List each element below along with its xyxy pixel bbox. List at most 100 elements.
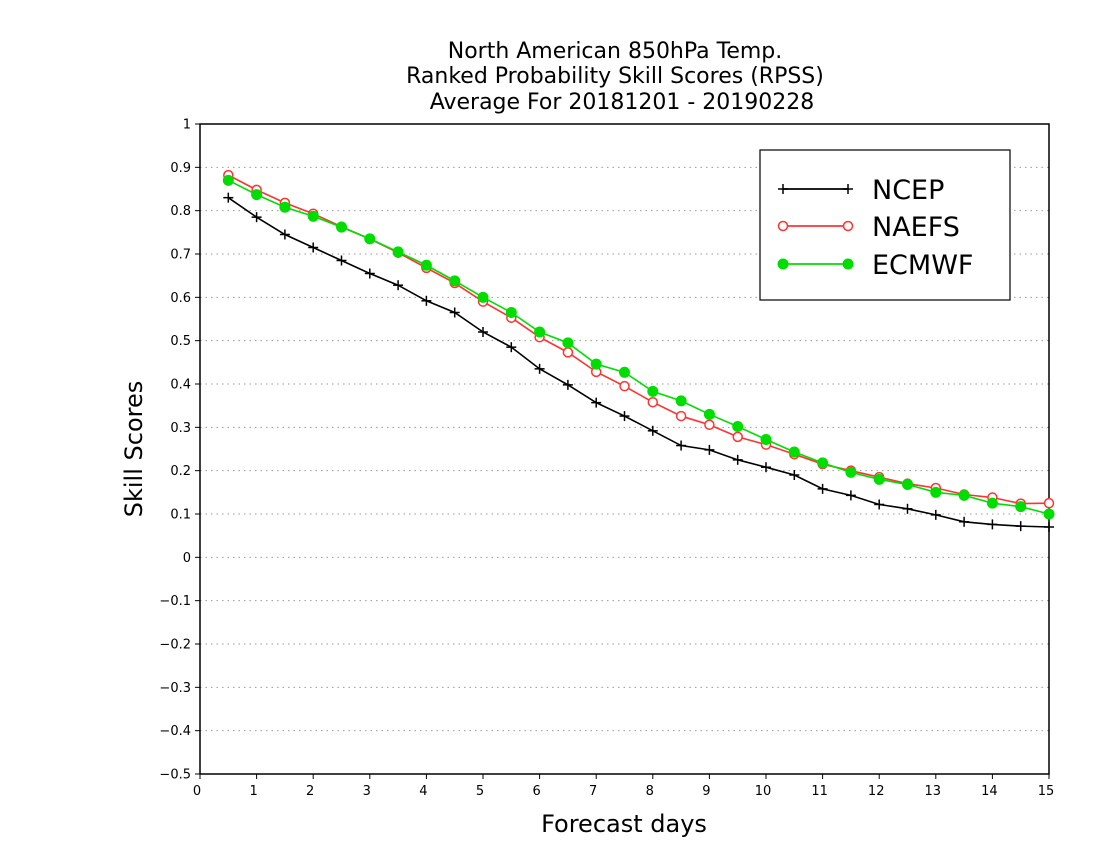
point-ecmwf	[902, 479, 913, 491]
y-tick-label: 0.1	[170, 508, 191, 523]
x-tick-label: 15	[1038, 784, 1055, 799]
y-axis-ticks: 1 0.9 0.8 0.7 0.6 0.5 0.4 0.3 0.2 0.1 0 −0.1 −0.2 −0.…	[159, 118, 200, 783]
point-ncep	[393, 280, 404, 291]
x-tick-label: 0	[193, 784, 201, 799]
point-ecmwf	[251, 189, 263, 201]
x-tick-label: 13	[925, 784, 942, 799]
point-ncep	[902, 503, 913, 514]
point-ecmwf	[675, 395, 687, 407]
point-ncep	[506, 342, 517, 353]
point-ecmwf	[958, 489, 970, 501]
point-ncep	[874, 499, 885, 510]
y-tick-label: 0.5	[170, 334, 191, 349]
y-tick-label: −0.1	[159, 594, 191, 609]
x-axis-ticks: 0 1 2 3 4 5 6 7 8 9 10 11 12 13 14 15	[193, 774, 1054, 799]
y-tick-label: −0.2	[159, 638, 191, 653]
point-ncep	[987, 519, 998, 530]
point-naefs	[704, 419, 715, 430]
point-ecmwf	[845, 466, 857, 478]
x-tick-label: 2	[306, 784, 314, 799]
point-ncep	[308, 242, 319, 253]
point-ecmwf	[279, 201, 291, 213]
point-naefs	[562, 347, 574, 358]
point-ncep	[562, 379, 573, 390]
point-ecmwf	[420, 259, 432, 271]
point-ecmwf	[873, 473, 885, 485]
point-ncep	[1015, 521, 1026, 532]
legend-label-ecmwf: ECMWF	[872, 250, 973, 281]
legend-item-naefs: NAEFS	[777, 212, 960, 243]
x-tick-label: 10	[755, 784, 772, 799]
plot-frame	[199, 123, 1050, 775]
point-naefs	[647, 396, 659, 408]
y-tick-label: −0.5	[159, 768, 191, 783]
point-ncep	[421, 295, 432, 306]
title-line-3: Average For 20181201 - 20190228	[430, 90, 815, 115]
point-ecmwf	[732, 420, 744, 432]
title-line-2: Ranked Probability Skill Scores (RPSS)	[406, 64, 824, 89]
point-ncep	[251, 212, 262, 223]
point-ncep	[817, 483, 828, 494]
point-ncep	[704, 444, 715, 455]
title-line-1: North American 850hPa Temp.	[448, 39, 783, 64]
point-ncep	[930, 509, 941, 520]
legend-box	[759, 149, 1011, 301]
x-tick-label: 7	[589, 784, 597, 799]
point-naefs	[732, 431, 743, 443]
point-ncep	[364, 268, 375, 279]
point-ecmwf	[222, 174, 234, 186]
legend-label-ncep: NCEP	[872, 175, 944, 206]
point-ncep	[959, 516, 970, 527]
point-ecmwf	[392, 246, 404, 258]
point-ecmwf	[788, 446, 800, 458]
point-ncep	[279, 229, 290, 240]
y-tick-label: 0.9	[170, 161, 191, 176]
point-ncep	[478, 327, 488, 337]
chart-title: North American 850hPa Temp. Ranked Proba…	[406, 39, 824, 115]
x-tick-label: 14	[981, 784, 998, 799]
point-ecmwf	[336, 221, 347, 233]
x-tick-label: 5	[476, 784, 484, 799]
point-ecmwf	[477, 291, 489, 303]
point-ecmwf	[647, 385, 659, 397]
point-ncep	[647, 425, 658, 436]
legend-marker-ecmwf	[777, 258, 789, 270]
point-ncep	[534, 363, 545, 374]
point-ncep	[761, 462, 771, 473]
point-naefs	[675, 410, 687, 422]
y-axis-label: Skill Scores	[120, 381, 148, 518]
x-tick-label: 11	[811, 784, 828, 799]
legend-marker-ncep	[778, 184, 788, 194]
y-tick-label: 1	[183, 118, 191, 133]
point-ecmwf	[1015, 501, 1027, 513]
series-line-ncep	[227, 197, 1050, 528]
y-tick-label: 0	[183, 551, 191, 566]
y-tick-label: 0.8	[170, 204, 191, 219]
point-ecmwf	[590, 358, 602, 370]
point-ecmwf	[619, 366, 630, 378]
y-tick-label: 0.3	[170, 421, 191, 436]
point-ncep	[732, 454, 743, 465]
x-tick-label: 1	[249, 784, 257, 799]
legend-label-naefs: NAEFS	[872, 212, 960, 243]
point-ecmwf	[449, 275, 461, 287]
legend-marker-naefs	[842, 220, 854, 232]
point-naefs	[1043, 497, 1055, 509]
point-ncep	[619, 411, 630, 422]
point-ncep	[1044, 522, 1054, 532]
point-ncep	[676, 440, 687, 451]
legend-marker-ecmwf	[842, 258, 854, 270]
point-ecmwf	[703, 408, 715, 420]
x-tick-label: 8	[646, 784, 654, 799]
x-tick-label: 9	[702, 784, 710, 799]
point-ecmwf	[930, 486, 942, 498]
point-ecmwf	[307, 210, 319, 222]
legend-marker-ncep	[843, 184, 853, 194]
x-tick-label: 3	[363, 784, 371, 799]
legend-item-ncep: NCEP	[778, 175, 944, 206]
x-tick-label: 6	[532, 784, 540, 799]
point-ncep	[223, 192, 234, 203]
point-ncep	[789, 470, 800, 480]
series-ecmwf	[222, 174, 1055, 520]
